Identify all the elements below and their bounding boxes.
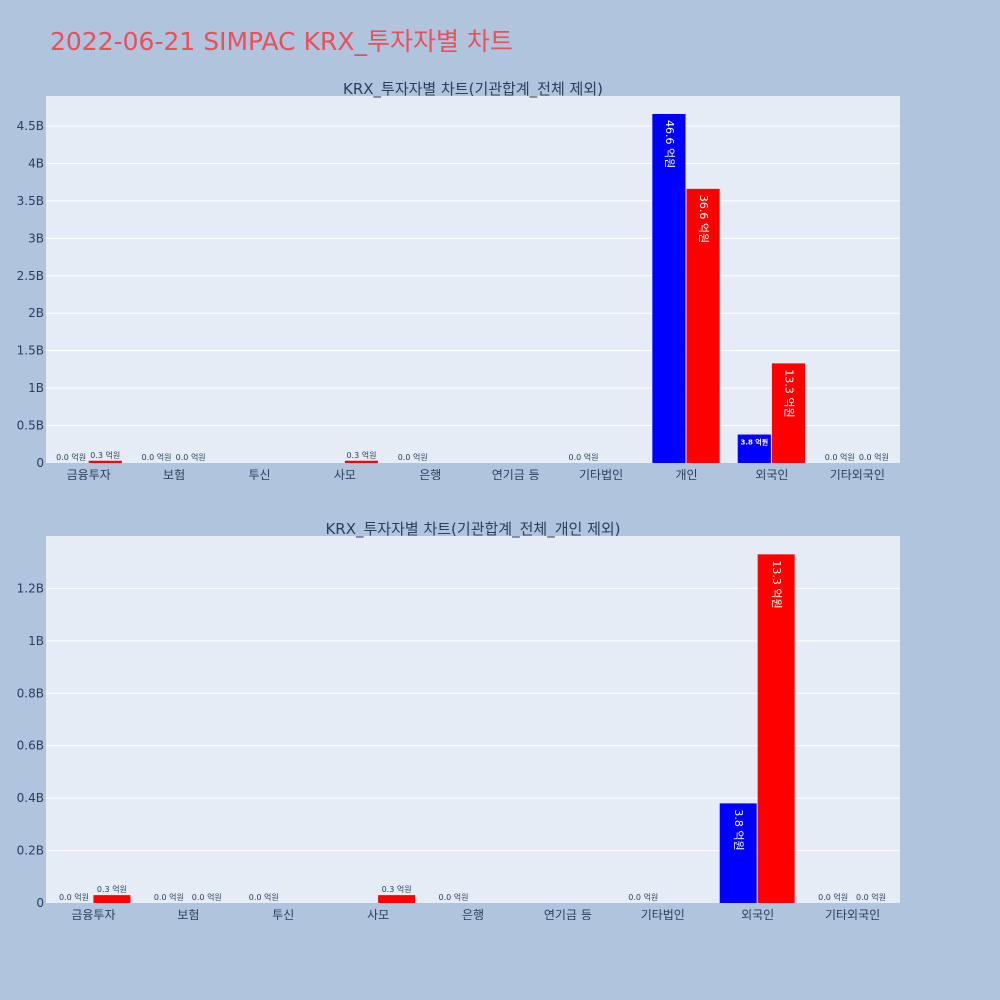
- chart-title: KRX_투자자별 차트(기관합계_전체 제외): [343, 80, 603, 99]
- investor-chart-excl-individual: KRX_투자자별 차트(기관합계_전체_개인 제외) 0 0.2B 0.4B 0.6B 0…: [17, 520, 900, 920]
- bar-value-label: 0.0 억원: [176, 452, 206, 462]
- bar: [93, 895, 131, 903]
- x-tick-label: 외국인: [741, 908, 774, 920]
- bar-value-label: 36.6 억원: [697, 195, 710, 243]
- bar-value-label: 0.3 억원: [346, 450, 376, 460]
- bar-value-label: 13.3 억원: [770, 560, 783, 608]
- bar-value-label: 0.0 억원: [439, 892, 469, 902]
- bar-value-label: 0.0 억원: [56, 452, 86, 462]
- bar-value-label: 0.0 억원: [569, 452, 599, 462]
- bar: [88, 460, 122, 463]
- y-tick-label: 0.5B: [17, 419, 44, 433]
- bar-value-label: 46.6 억원: [663, 120, 676, 168]
- page-title: 2022-06-21 SIMPAC KRX_투자자별 차트: [50, 27, 513, 56]
- x-tick-label: 보험: [163, 468, 185, 480]
- bar-value-label: 0.0 억원: [859, 452, 889, 462]
- bar-value-label: 0.0 억원: [818, 892, 848, 902]
- x-tick-label: 기타외국인: [825, 908, 880, 920]
- bar: [344, 460, 379, 463]
- x-tick-label: 사모: [367, 908, 389, 920]
- x-tick-label: 개인: [675, 468, 697, 480]
- bar-value-label: 0.0 억원: [628, 892, 658, 902]
- y-tick-label: 0.4B: [17, 791, 44, 805]
- x-tick-label: 연기금 등: [492, 468, 540, 480]
- y-tick-label: 1B: [28, 634, 44, 648]
- bar: [378, 895, 416, 903]
- y-tick-label: 4.5B: [17, 119, 44, 133]
- x-tick-label: 투신: [248, 468, 270, 480]
- investor-chart-total: KRX_투자자별 차트(기관합계_전체 제외) 0 0.5B 1B 1.5B 2B 2.5B…: [17, 80, 900, 480]
- bar-value-label: 3.8 억원: [732, 809, 745, 850]
- y-tick-label: 0: [36, 456, 44, 470]
- y-tick-label: 0.2B: [17, 844, 44, 858]
- chart-title: KRX_투자자별 차트(기관합계_전체_개인 제외): [325, 520, 620, 539]
- bar-value-label: 0.0 억원: [249, 892, 279, 902]
- bar-value-label: 0.0 억원: [142, 452, 172, 462]
- x-tick-label: 사모: [334, 468, 356, 480]
- bar: [757, 554, 795, 903]
- bar: [652, 113, 686, 463]
- bar-value-label: 0.0 억원: [154, 892, 184, 902]
- bar: [686, 188, 720, 463]
- x-tick-label: 기타법인: [641, 908, 685, 920]
- x-tick-label: 금융투자: [67, 468, 111, 480]
- bar: [737, 434, 771, 463]
- x-tick-label: 외국인: [755, 468, 788, 480]
- y-tick-label: 0.6B: [17, 739, 44, 753]
- plot-area: [46, 96, 900, 463]
- x-tick-label: 보험: [177, 908, 199, 920]
- bar-value-label: 0.0 억원: [398, 452, 428, 462]
- bar-value-label: 0.3 억원: [97, 884, 127, 894]
- x-tick-label: 연기금 등: [544, 908, 592, 920]
- bar-value-label: 0.3 억원: [90, 450, 120, 460]
- bar-value-label: 13.3 억원: [782, 369, 795, 417]
- bar: [771, 363, 806, 463]
- y-tick-label: 0: [36, 896, 44, 910]
- bar-value-label: 0.3 억원: [382, 884, 412, 894]
- y-tick-label: 2B: [28, 306, 44, 320]
- y-tick-label: 3.5B: [17, 194, 44, 208]
- bar-value-label: 0.0 억원: [192, 892, 222, 902]
- bar: [719, 803, 757, 903]
- x-tick-label: 금융투자: [71, 908, 115, 920]
- bar-value-label: 0.0 억원: [825, 452, 855, 462]
- x-tick-label: 기타법인: [579, 468, 623, 480]
- bar-value-label: 0.0 억원: [59, 892, 89, 902]
- y-tick-label: 2.5B: [17, 269, 44, 283]
- x-tick-label: 은행: [462, 907, 484, 920]
- y-tick-label: 1.5B: [17, 344, 44, 358]
- y-tick-label: 0.8B: [17, 686, 44, 700]
- y-tick-label: 4B: [28, 156, 44, 170]
- y-tick-label: 3B: [28, 231, 44, 245]
- bar-value-label: 0.0 억원: [856, 892, 886, 902]
- x-tick-label: 기타외국인: [830, 468, 885, 480]
- y-tick-label: 1B: [28, 381, 44, 395]
- x-tick-label: 은행: [419, 467, 441, 480]
- bar-value-label: 3.8 억원: [740, 438, 768, 447]
- y-tick-label: 1.2B: [17, 581, 44, 595]
- x-tick-label: 투신: [272, 908, 294, 920]
